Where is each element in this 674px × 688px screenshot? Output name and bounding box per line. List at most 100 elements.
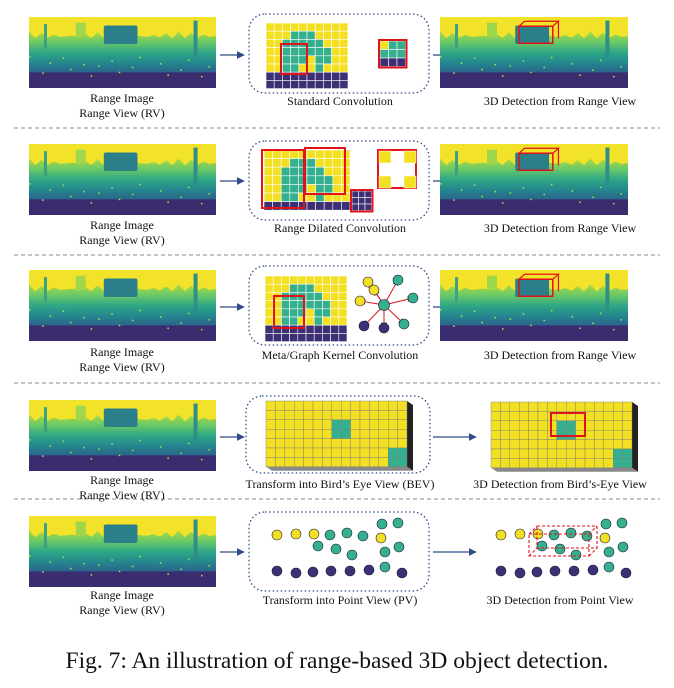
middle-caption: Meta/Graph Kernel Convolution bbox=[261, 348, 419, 362]
pv-point bbox=[392, 517, 404, 529]
pv-point bbox=[271, 529, 283, 541]
left-caption-line2: Range View (RV) bbox=[79, 488, 165, 502]
pv-point bbox=[324, 529, 336, 541]
pv-detected-point bbox=[532, 528, 544, 540]
pv-detected-point bbox=[603, 561, 615, 573]
left-caption-line1: Range Image bbox=[90, 345, 154, 359]
graph-node bbox=[378, 322, 390, 334]
dilated-kernel-row2 bbox=[377, 149, 417, 189]
left-caption-line1: Range Image bbox=[90, 91, 154, 105]
feature-grid-row3 bbox=[264, 275, 348, 342]
graph-node bbox=[362, 276, 374, 288]
feature-grid-row1 bbox=[265, 22, 349, 89]
kernel-3x3-row1 bbox=[378, 39, 408, 69]
bev-detection-box bbox=[550, 412, 586, 437]
graph-node bbox=[358, 320, 370, 332]
range-detection-row2 bbox=[440, 144, 628, 215]
left-caption-line2: Range View (RV) bbox=[79, 233, 165, 247]
pv-point bbox=[393, 541, 405, 553]
range-detection-row3 bbox=[440, 270, 628, 341]
pv-detected-point bbox=[531, 566, 543, 578]
pv-detected-point bbox=[554, 543, 566, 555]
conv-panel-row3 bbox=[248, 265, 430, 346]
pv-point bbox=[363, 564, 375, 576]
pv-point bbox=[290, 528, 302, 540]
pv-panel-row5 bbox=[248, 511, 430, 592]
kernel-3x3-row2-small bbox=[350, 189, 374, 213]
pv-point bbox=[346, 549, 358, 561]
right-caption: 3D Detection from Range View bbox=[483, 94, 637, 108]
right-caption: 3D Detection from Point View bbox=[486, 593, 634, 607]
pv-detected-point bbox=[565, 527, 577, 539]
bev-grid-row4 bbox=[265, 400, 413, 471]
pv-point bbox=[290, 567, 302, 579]
middle-caption: Transform into Point View (PV) bbox=[262, 593, 418, 607]
range-image-row2 bbox=[29, 144, 216, 215]
left-caption-line2: Range View (RV) bbox=[79, 603, 165, 617]
kernel-box-row1 bbox=[280, 43, 308, 75]
pv-point bbox=[357, 530, 369, 542]
graph-node bbox=[398, 318, 410, 330]
pv-detected-point bbox=[603, 546, 615, 558]
pv-detected-point bbox=[536, 540, 548, 552]
detection-box bbox=[518, 278, 554, 298]
kernel-box-row2-b bbox=[304, 147, 346, 195]
pv-point bbox=[307, 566, 319, 578]
graph-node bbox=[368, 284, 380, 296]
pv-point bbox=[375, 532, 387, 544]
left-caption-line1: Range Image bbox=[90, 218, 154, 232]
pv-point bbox=[379, 546, 391, 558]
pv-point bbox=[330, 543, 342, 555]
left-caption-line1: Range Image bbox=[90, 588, 154, 602]
right-caption: 3D Detection from Range View bbox=[483, 348, 637, 362]
detection-box bbox=[518, 152, 554, 172]
graph-node bbox=[392, 274, 404, 286]
pv-detected-point bbox=[495, 565, 507, 577]
right-caption: 3D Detection from Range View bbox=[483, 221, 637, 235]
pv-point bbox=[341, 527, 353, 539]
feature-grid-row2 bbox=[263, 149, 351, 211]
graph-center-node bbox=[378, 299, 390, 311]
detection-box bbox=[518, 25, 554, 45]
left-caption-line2: Range View (RV) bbox=[79, 106, 165, 120]
bev-detection-row4 bbox=[490, 401, 638, 472]
pv-point bbox=[396, 567, 408, 579]
pv-point bbox=[376, 518, 388, 530]
pv-point bbox=[312, 540, 324, 552]
pv-point bbox=[344, 565, 356, 577]
conv-panel-row1 bbox=[248, 13, 430, 94]
pv-detected-point bbox=[617, 541, 629, 553]
figure-caption: Fig. 7: An illustration of range-based 3… bbox=[65, 648, 609, 674]
pv-detected-point bbox=[600, 518, 612, 530]
bev-panel-row4 bbox=[245, 395, 431, 474]
conv-panel-row2 bbox=[248, 140, 430, 221]
middle-caption: Standard Convolution bbox=[287, 94, 393, 108]
pv-point bbox=[308, 528, 320, 540]
kernel-box-row3 bbox=[273, 295, 305, 329]
graph-node bbox=[354, 295, 366, 307]
range-image-row3 bbox=[29, 270, 216, 341]
range-detection-row1 bbox=[440, 17, 628, 88]
pv-point bbox=[271, 565, 283, 577]
graph-node bbox=[407, 292, 419, 304]
pv-point bbox=[325, 565, 337, 577]
pv-detected-point bbox=[620, 567, 632, 579]
range-image-row5 bbox=[29, 516, 216, 587]
pv-detected-point bbox=[568, 565, 580, 577]
right-caption: 3D Detection from Bird’s-Eye View bbox=[473, 477, 647, 491]
pv-detected-point bbox=[599, 532, 611, 544]
middle-caption: Range Dilated Convolution bbox=[274, 221, 406, 235]
pv-detected-point bbox=[570, 549, 582, 561]
pv-detected-point bbox=[549, 565, 561, 577]
pv-3d-detection-box bbox=[528, 525, 598, 557]
pv-detected-point bbox=[548, 529, 560, 541]
pv-detected-point bbox=[616, 517, 628, 529]
pv-detected-point bbox=[587, 564, 599, 576]
left-caption-line1: Range Image bbox=[90, 473, 154, 487]
pv-point bbox=[379, 561, 391, 573]
pv-detected-point bbox=[514, 567, 526, 579]
middle-caption: Transform into Bird’s Eye View (BEV) bbox=[245, 477, 435, 491]
range-image-row4 bbox=[29, 400, 216, 471]
pv-detected-point bbox=[514, 528, 526, 540]
